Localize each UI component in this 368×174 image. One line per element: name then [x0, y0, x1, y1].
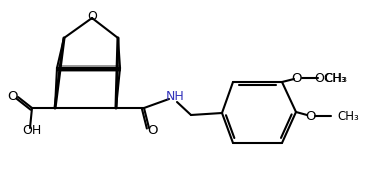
- Text: O: O: [305, 109, 315, 122]
- Text: CH₃: CH₃: [337, 110, 359, 124]
- Text: OH: OH: [22, 124, 41, 136]
- Text: O: O: [292, 72, 302, 85]
- Text: O: O: [147, 125, 157, 137]
- Text: NH: NH: [166, 89, 184, 102]
- Text: O: O: [87, 10, 97, 23]
- Text: OCH₃: OCH₃: [315, 72, 347, 85]
- Text: CH₃: CH₃: [324, 73, 346, 85]
- Text: O: O: [7, 89, 17, 102]
